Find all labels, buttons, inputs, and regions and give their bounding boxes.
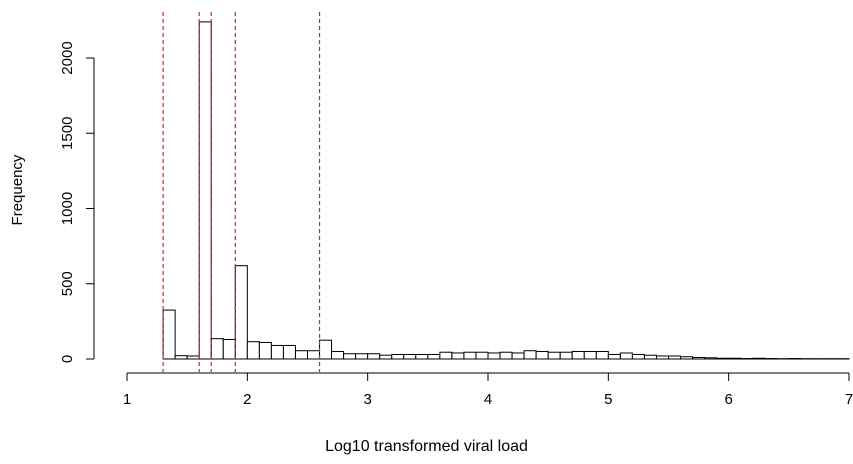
histogram-bar [571, 350, 585, 360]
histogram-bar [331, 350, 345, 360]
histogram-bar [222, 338, 236, 360]
histogram-bar [234, 265, 248, 360]
y-tick-label: 500 [59, 271, 76, 296]
histogram-bar [643, 354, 657, 360]
histogram-bar [258, 341, 272, 360]
x-axis: 1 2 3 4 5 6 7 [123, 372, 853, 408]
x-tick-label: 6 [724, 391, 732, 408]
histogram-bar [535, 350, 549, 360]
x-tick-label: 1 [123, 391, 131, 408]
histogram-bar [583, 350, 597, 360]
histogram-bar [162, 309, 176, 360]
histogram-bar [403, 353, 417, 360]
x-axis-label: Log10 transformed viral load [325, 438, 528, 455]
histogram-bar [343, 353, 357, 360]
histogram-bar [547, 351, 561, 360]
histogram-bar [595, 350, 609, 360]
histogram-bar [704, 357, 718, 360]
histogram-bar [367, 353, 381, 360]
y-tick-label: 1500 [59, 117, 76, 150]
histogram-bar [631, 353, 645, 360]
histogram-bar [391, 353, 405, 360]
x-tick-label: 4 [484, 391, 492, 408]
histogram-bar [174, 355, 188, 360]
histogram-bar [294, 350, 309, 360]
histogram-bar [511, 352, 525, 360]
histogram-bar [415, 353, 429, 360]
histogram-bar [716, 357, 730, 360]
histogram-bar [668, 355, 682, 360]
histogram-bar [692, 356, 706, 360]
histogram-bars [162, 21, 850, 360]
histogram-bar [463, 351, 477, 360]
histogram-bar [728, 357, 742, 360]
histogram-bar [198, 21, 212, 360]
histogram-bar [427, 353, 441, 360]
histogram-bar [319, 339, 333, 360]
histogram-bar [282, 344, 296, 360]
y-axis-label: Frequency [9, 154, 26, 225]
histogram-bar [752, 357, 766, 360]
histogram-bar [439, 351, 453, 360]
y-axis: 0 500 1000 1500 2000 [59, 41, 95, 363]
y-tick-label: 1000 [59, 192, 76, 225]
reference-lines [162, 12, 321, 372]
histogram-bar [680, 356, 694, 360]
histogram-bar [475, 351, 489, 360]
histogram-bar [523, 350, 537, 360]
x-tick-label: 3 [363, 391, 371, 408]
histogram-bar [379, 354, 393, 360]
histogram-bar [210, 338, 224, 360]
histogram-bar [307, 350, 321, 360]
histogram-bar [487, 352, 501, 360]
y-tick-label: 2000 [59, 41, 76, 74]
histogram-bar [655, 355, 670, 360]
histogram-bar [246, 341, 260, 360]
histogram-bar [355, 353, 369, 360]
x-tick-label: 5 [604, 391, 612, 408]
histogram-bar [270, 344, 284, 360]
histogram-bar [607, 353, 621, 360]
histogram-bar [499, 351, 513, 360]
histogram-bar [186, 355, 200, 360]
x-tick-label: 7 [845, 391, 853, 408]
x-tick-label: 2 [243, 391, 251, 408]
histogram-bar [559, 351, 573, 360]
histogram-bar [619, 352, 633, 360]
histogram-bar [451, 352, 465, 360]
y-tick-label: 0 [59, 355, 76, 363]
